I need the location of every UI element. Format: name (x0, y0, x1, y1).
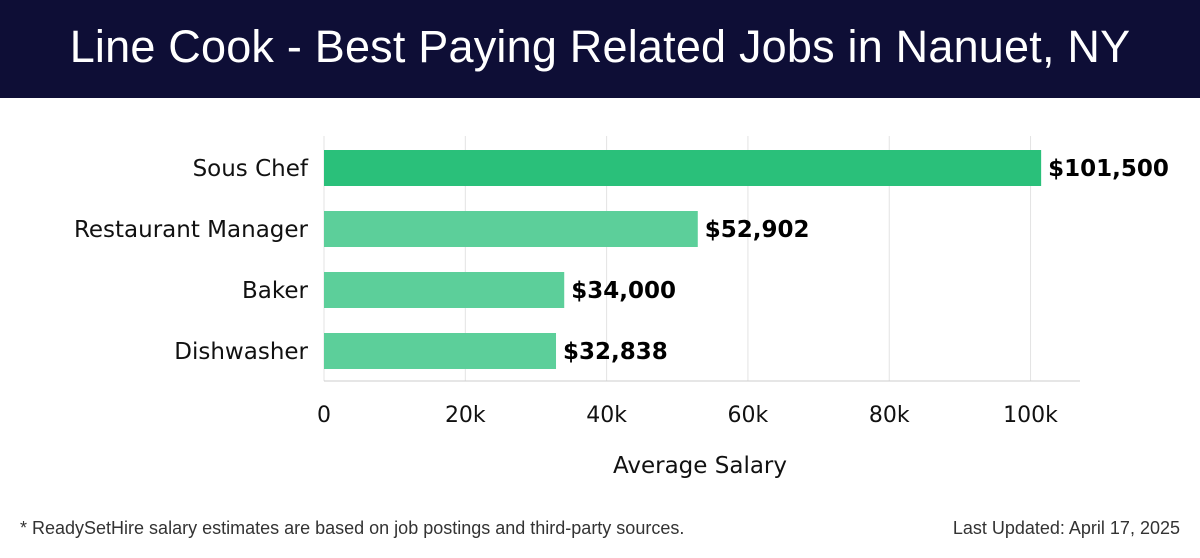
value-label: $52,902 (705, 217, 810, 243)
bar (324, 150, 1042, 186)
category-label: Baker (242, 278, 309, 304)
x-axis-title: Average Salary (613, 453, 787, 479)
value-label: $34,000 (571, 278, 676, 304)
bar-layer (324, 150, 1042, 369)
x-tick-label: 60k (728, 403, 769, 428)
salary-bar-chart: Sous Chef $101,500 Restaurant Manager $52,9… (74, 136, 1169, 479)
footnote: * ReadySetHire salary estimates are base… (20, 518, 685, 538)
x-tick-label: 80k (869, 403, 910, 428)
category-label: Restaurant Manager (74, 217, 309, 243)
x-tick-label: 0 (317, 403, 331, 428)
x-tick-label: 100k (1003, 403, 1058, 428)
chart-header: Line Cook - Best Paying Related Jobs in … (0, 0, 1200, 98)
label-layer: Sous Chef $101,500 Restaurant Manager $52,9… (74, 156, 1169, 365)
value-label: $101,500 (1048, 156, 1169, 182)
chart-title: Line Cook - Best Paying Related Jobs in … (69, 21, 1131, 72)
category-label: Dishwasher (174, 339, 308, 365)
category-label: Sous Chef (193, 156, 309, 182)
bar (324, 333, 557, 369)
x-tick-label: 20k (445, 403, 486, 428)
value-label: $32,838 (563, 339, 668, 365)
x-tick-label: 40k (586, 403, 627, 428)
bar (324, 272, 565, 308)
last-updated: Last Updated: April 17, 2025 (952, 518, 1180, 538)
bar (324, 211, 698, 247)
axis-layer: 0 20k 40k 60k 80k 100k Average Salary (317, 380, 1080, 479)
